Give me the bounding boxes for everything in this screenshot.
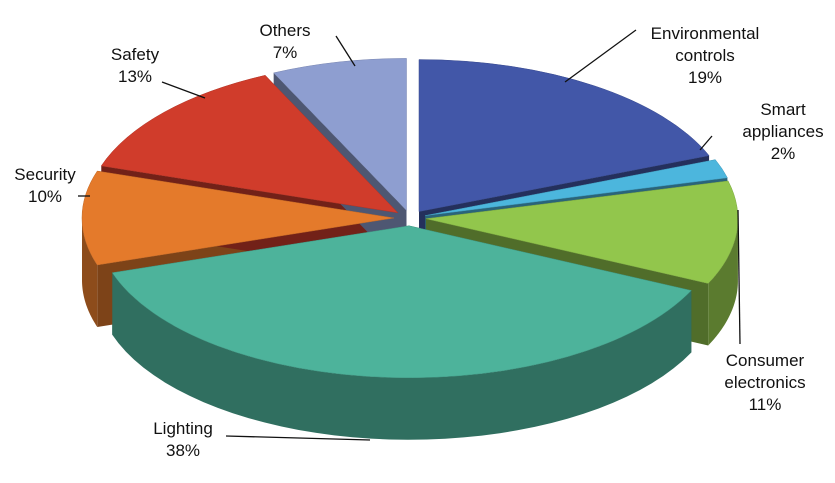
- leader-line: [564, 29, 637, 83]
- slice-name: Smart appliances: [742, 100, 824, 141]
- slice: [100, 75, 399, 214]
- slice-value: 2%: [770, 144, 796, 163]
- slice-value: 38%: [165, 441, 201, 460]
- slice-label: Safety 13%: [65, 44, 205, 88]
- slice: [111, 225, 692, 379]
- slice-label: Consumer electronics 11%: [705, 350, 825, 416]
- leader-line: [335, 35, 356, 67]
- slice-name: Others: [259, 21, 311, 40]
- slice-label: Security 10%: [0, 164, 115, 208]
- leader-lines: [78, 29, 741, 441]
- leader-line: [161, 81, 206, 99]
- slice-side: [708, 218, 738, 346]
- slice: [425, 180, 739, 284]
- slice-name: Environmental controls: [650, 24, 760, 65]
- slice-name: Lighting: [153, 419, 213, 438]
- slice-label: Others 7%: [215, 20, 355, 64]
- slice-label: Environmental controls 19%: [645, 23, 765, 89]
- leader-line: [737, 209, 741, 345]
- slice-label: Smart appliances 2%: [723, 99, 835, 165]
- slice: [81, 170, 395, 266]
- slice: [425, 159, 728, 216]
- slice-value: 7%: [272, 43, 298, 62]
- slice-side: [82, 218, 98, 327]
- slice-value: 19%: [687, 68, 723, 87]
- slice-value: 13%: [117, 67, 153, 86]
- slice-name: Security: [14, 165, 76, 184]
- slice-name: Consumer electronics: [724, 351, 806, 392]
- slice: [418, 59, 710, 212]
- slice: [273, 58, 407, 212]
- slice-value: 10%: [27, 187, 63, 206]
- slice-label: Lighting 38%: [113, 418, 253, 462]
- leader-line: [225, 435, 371, 441]
- leader-line: [699, 135, 713, 151]
- slice-name: Safety: [110, 45, 160, 64]
- slice-side: [112, 272, 692, 440]
- side-walls: [82, 218, 738, 440]
- slice-value: 11%: [748, 395, 782, 414]
- top-faces: [81, 58, 739, 379]
